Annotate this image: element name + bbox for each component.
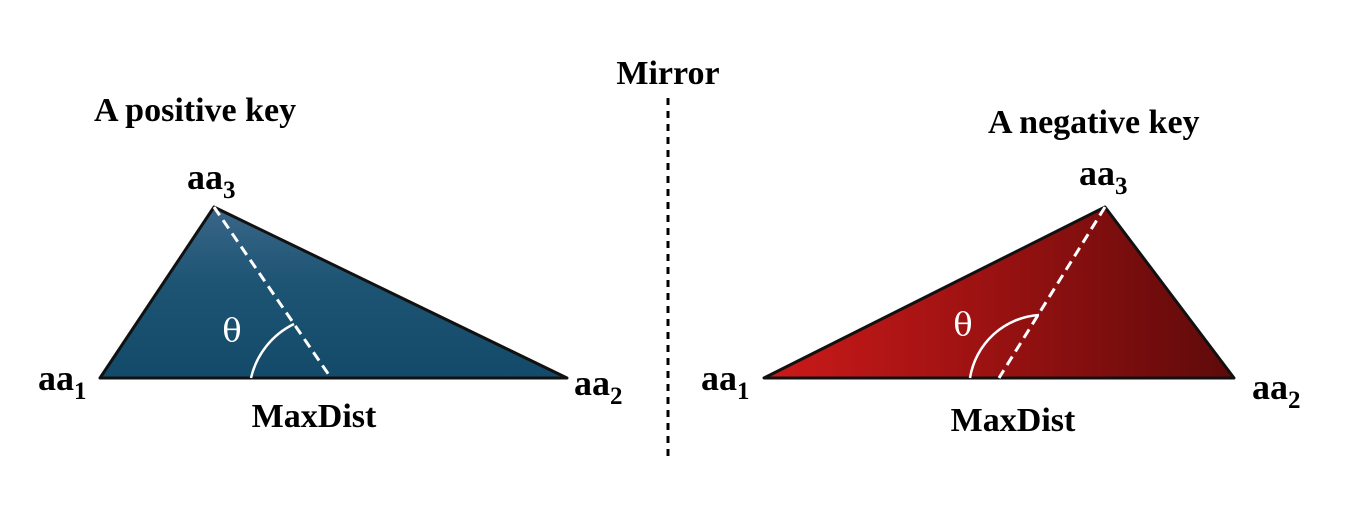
positive-key-vertex-aa2: aa2: [574, 363, 623, 410]
negative-key-vertex-aa3: aa3: [1079, 153, 1128, 200]
negative-key-angle-arc: [968, 313, 1040, 379]
positive-key-theta: θ: [222, 311, 241, 349]
negative-key-group: A negative key θ aa3 aa1 aa2 MaxDist: [701, 104, 1301, 439]
positive-key-group: A positive key θ aa3 aa1 aa2 MaxDist: [38, 92, 623, 435]
positive-key-base-label: MaxDist: [252, 398, 377, 435]
positive-key-vertex-aa3: aa3: [187, 157, 236, 204]
negative-key-title: A negative key: [988, 104, 1200, 141]
negative-key-dashed-line: [997, 206, 1107, 379]
positive-key-vertex-aa1: aa1: [38, 358, 87, 405]
positive-key-angle-arc: [249, 322, 295, 379]
positive-key-triangle: [98, 205, 569, 380]
mirror-label: Mirror: [616, 55, 719, 92]
negative-key-vertex-aa1: aa1: [701, 358, 750, 405]
positive-key-dashed-line: [212, 206, 333, 379]
negative-key-base-label: MaxDist: [951, 402, 1076, 439]
negative-key-theta: θ: [953, 305, 972, 343]
negative-key-triangle: [762, 205, 1236, 380]
positive-key-title: A positive key: [94, 92, 296, 129]
negative-key-vertex-aa2: aa2: [1252, 367, 1301, 414]
